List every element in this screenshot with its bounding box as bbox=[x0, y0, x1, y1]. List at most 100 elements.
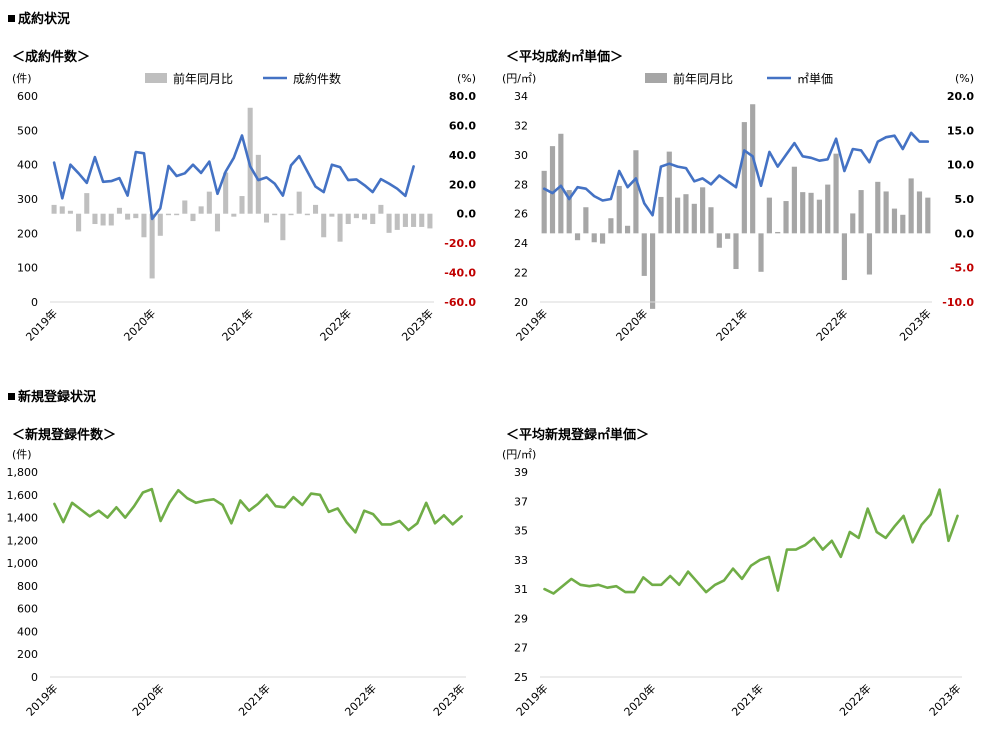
bar bbox=[190, 213, 196, 222]
y-right-tick-label: 80.0 bbox=[449, 90, 476, 103]
x-tick-label: 2020年 bbox=[613, 306, 650, 343]
x-tick-label: 2020年 bbox=[129, 681, 166, 718]
bar bbox=[850, 213, 856, 234]
x-tick-label: 2021年 bbox=[729, 681, 766, 718]
bar bbox=[174, 213, 180, 216]
x-tick-label: 2023年 bbox=[926, 681, 963, 718]
bar bbox=[141, 213, 147, 238]
y-right-tick-label: -60.0 bbox=[444, 296, 476, 309]
y-left-tick-label: 800 bbox=[17, 580, 38, 593]
x-tick-label: 2020年 bbox=[121, 306, 158, 343]
bar bbox=[875, 181, 881, 234]
bar bbox=[214, 213, 221, 232]
y-left-tick-label: 34 bbox=[514, 90, 528, 103]
bar bbox=[231, 213, 237, 217]
y-left-tick-label: 25 bbox=[514, 671, 528, 684]
y-right-tick-label: 20.0 bbox=[449, 178, 476, 191]
y-right-tick-label: 10.0 bbox=[947, 159, 974, 172]
bar bbox=[239, 196, 245, 214]
y-right-axis-unit: (%) bbox=[457, 72, 476, 85]
bar bbox=[741, 122, 747, 234]
y-left-tick-label: 500 bbox=[17, 124, 38, 137]
x-tick-label: 2022年 bbox=[813, 306, 850, 343]
bar bbox=[321, 213, 327, 238]
bar bbox=[599, 233, 606, 244]
y-left-tick-label: 0 bbox=[31, 671, 38, 684]
bar bbox=[908, 178, 914, 234]
bar bbox=[633, 150, 639, 234]
bar bbox=[825, 184, 831, 234]
x-tick-label: 2022年 bbox=[342, 681, 379, 718]
bar bbox=[116, 207, 122, 214]
series-line bbox=[543, 488, 959, 595]
bar bbox=[419, 213, 425, 227]
series-line bbox=[52, 134, 415, 221]
y-left-tick-label: 39 bbox=[514, 466, 528, 479]
bar bbox=[733, 233, 739, 270]
x-tick-label: 2021年 bbox=[713, 306, 750, 343]
bar bbox=[816, 199, 822, 234]
bar bbox=[783, 201, 789, 234]
bar bbox=[541, 170, 547, 234]
bar bbox=[700, 187, 706, 234]
legend-line-label: 成約件数 bbox=[293, 71, 341, 86]
bar bbox=[386, 213, 392, 233]
bar bbox=[125, 213, 131, 220]
bar bbox=[591, 233, 597, 243]
bar bbox=[708, 207, 714, 234]
y-left-tick-label: 35 bbox=[514, 525, 528, 538]
bar bbox=[758, 233, 764, 272]
bar bbox=[255, 154, 261, 214]
bar bbox=[858, 190, 864, 234]
bar bbox=[641, 233, 647, 276]
bar bbox=[883, 191, 889, 234]
bar bbox=[841, 233, 848, 281]
series-line bbox=[542, 131, 930, 217]
bar bbox=[76, 213, 82, 232]
y-left-axis-unit: (円/㎡) bbox=[502, 448, 536, 461]
bar bbox=[272, 213, 278, 216]
x-tick-label: 2021年 bbox=[235, 681, 272, 718]
bar bbox=[312, 204, 319, 214]
bar bbox=[288, 213, 294, 216]
bar bbox=[149, 213, 155, 279]
bar bbox=[900, 214, 906, 234]
chart-title-new-listing-unit-price: ＜平均新規登録㎡単価＞ bbox=[506, 428, 650, 443]
y-right-tick-label: 40.0 bbox=[449, 149, 476, 162]
bar bbox=[666, 151, 672, 234]
y-right-tick-label: 60.0 bbox=[449, 119, 476, 132]
bar bbox=[427, 213, 433, 229]
y-left-tick-label: 600 bbox=[17, 603, 38, 616]
bar bbox=[345, 213, 351, 225]
bar bbox=[370, 213, 376, 225]
y-left-tick-label: 22 bbox=[514, 267, 528, 280]
bar bbox=[51, 204, 57, 214]
y-left-tick-label: 100 bbox=[17, 262, 38, 275]
bar bbox=[566, 190, 572, 234]
bar bbox=[775, 231, 781, 234]
bar bbox=[583, 207, 589, 234]
y-left-tick-label: 26 bbox=[514, 208, 528, 221]
y-left-tick-label: 1,400 bbox=[7, 512, 39, 525]
y-right-tick-label: 20.0 bbox=[947, 90, 974, 103]
y-right-axis-unit: (%) bbox=[955, 72, 974, 85]
bar bbox=[558, 133, 564, 234]
x-tick-label: 2022年 bbox=[836, 681, 873, 718]
bar bbox=[750, 104, 756, 234]
bar bbox=[616, 185, 622, 234]
legend-bar-label: 前年同月比 bbox=[173, 71, 233, 86]
bar bbox=[833, 153, 839, 234]
legend-bar-swatch bbox=[645, 73, 667, 83]
bar bbox=[916, 191, 923, 234]
section-title-registration: 新規登録状況 bbox=[8, 386, 96, 405]
y-left-tick-label: 33 bbox=[514, 554, 528, 567]
chart-title-contract-unit-price: ＜平均成約㎡単価＞ bbox=[506, 50, 624, 65]
y-left-tick-label: 200 bbox=[17, 648, 38, 661]
legend-line-label: ㎡単価 bbox=[797, 72, 833, 86]
y-left-tick-label: 0 bbox=[31, 296, 38, 309]
y-right-tick-label: 5.0 bbox=[955, 193, 975, 206]
y-left-tick-label: 24 bbox=[514, 237, 528, 250]
y-left-tick-label: 31 bbox=[514, 583, 528, 596]
x-tick-label: 2020年 bbox=[621, 681, 658, 718]
